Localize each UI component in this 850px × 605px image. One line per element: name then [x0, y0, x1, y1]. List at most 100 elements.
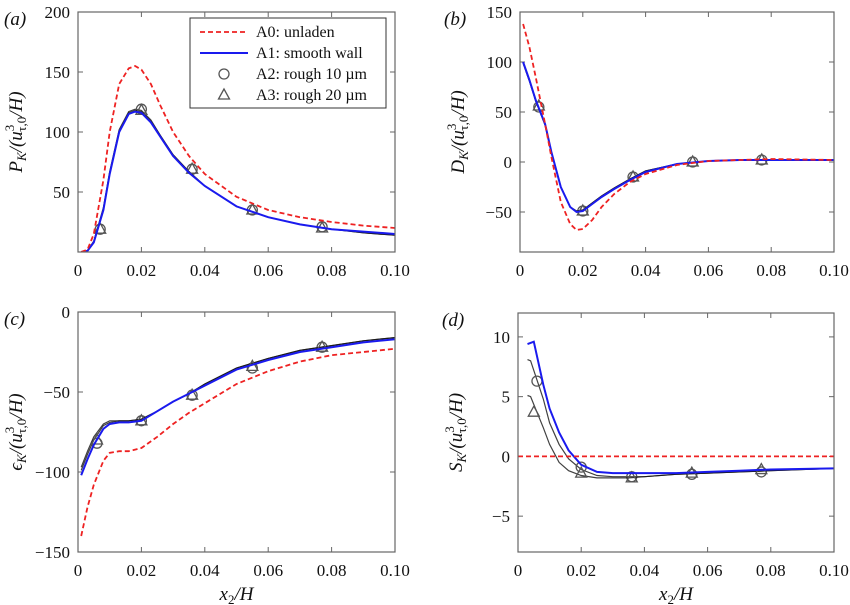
triangle-marker: [245, 202, 259, 215]
x-tick-label: 0.08: [317, 561, 347, 580]
panel-a: 0 0.02 0.04 0.06 0.08 0.10 50 100 150 200 (a) PK/(u…: [2, 3, 410, 280]
y-tick-label: 0: [502, 447, 511, 466]
y-tick-label: 200: [45, 3, 71, 22]
y-tick-label: −50: [485, 203, 512, 222]
plot-area: [522, 23, 834, 231]
x-tick-label: 0.02: [127, 561, 157, 580]
x-axis-label: x2/H: [658, 584, 694, 605]
legend: A0: unladen A1: smooth wall A2: rough 10 µ…: [189, 17, 387, 109]
triangle-marker: [625, 470, 639, 483]
panel-label: (c): [4, 309, 25, 330]
series-line-A0: [80, 347, 395, 537]
x-tick-label: 0.02: [566, 561, 596, 580]
y-tick-label: 0: [62, 303, 71, 322]
y-axis-label: ϵK/(u3τ,0/H): [2, 393, 29, 470]
ylabel-superscript: 3: [2, 427, 17, 434]
panel-c: 0 0.02 0.04 0.06 0.08 0.10 −150 −100 −50 0 (c) ϵK/(…: [2, 303, 410, 605]
y-axis-label: DK/(u3τ,0/H): [444, 90, 471, 174]
ylabel-superscript: 3: [444, 124, 459, 131]
ylabel-superscript: 3: [2, 125, 17, 132]
ylabel-subscript: K: [14, 151, 29, 162]
ylabel-den-subscript: τ,0: [454, 418, 469, 433]
series-line-A2: [527, 359, 834, 478]
x-tick-label: 0.02: [127, 261, 157, 280]
xlabel-symbol: x: [219, 584, 229, 605]
series-line-A3: [80, 337, 395, 468]
xlabel-subscript: 2: [228, 592, 235, 605]
y-tick-label: 0: [504, 153, 513, 172]
y-tick-label: −100: [35, 463, 70, 482]
triangle-marker: [185, 161, 199, 174]
series-line-A1: [80, 338, 395, 476]
y-tick-label: 150: [487, 3, 513, 22]
plot-frame: [519, 11, 835, 253]
triangle-marker: [134, 103, 148, 116]
y-tick-label: 150: [45, 63, 71, 82]
ylabel-end: /H): [6, 393, 27, 419]
ylabel-denominator: /(u: [6, 131, 27, 153]
panel-label: (d): [442, 310, 464, 331]
y-tick-label: 100: [45, 123, 71, 142]
series-line-A1: [522, 61, 834, 214]
ylabel-subscript: K: [454, 453, 469, 464]
legend-label-A2: A2: rough 10 µm: [256, 66, 368, 83]
ylabel-den-subscript: τ,0: [14, 117, 29, 132]
x-tick-label: 0: [74, 261, 83, 280]
ylabel-symbol: P: [6, 161, 27, 174]
ylabel-superscript: 3: [442, 426, 457, 433]
x-tick-label: 0: [514, 561, 523, 580]
x-tick-label: 0.04: [190, 261, 220, 280]
ylabel-subscript: K: [14, 453, 29, 464]
plot-frame: [517, 312, 835, 553]
triangle-marker: [315, 339, 329, 352]
y-axis-label: PK/(u3τ,0/H): [2, 91, 29, 173]
y-tick-label: −150: [35, 543, 70, 562]
ylabel-den-subscript: τ,0: [456, 116, 471, 131]
y-tick-label: −5: [492, 507, 510, 526]
ylabel-end: /H): [446, 393, 467, 419]
x-axis-label: x2/H: [219, 584, 255, 605]
legend-swatch-triangle: [217, 87, 231, 100]
xlabel-end: /H: [233, 584, 254, 605]
circle-marker: [755, 466, 767, 478]
panel-d: 0 0.02 0.04 0.06 0.08 0.10−50510(d)SK/(u3τ,0/…: [442, 310, 849, 605]
circle-marker: [533, 101, 545, 113]
legend-label-A1: A1: smooth wall: [256, 45, 363, 62]
plot-area: [518, 340, 834, 483]
y-tick-label: −50: [43, 383, 70, 402]
xlabel-symbol: x: [658, 584, 668, 605]
ylabel-end: /H): [448, 90, 469, 116]
xlabel-subscript: 2: [667, 592, 674, 605]
x-tick-label: 0.10: [380, 261, 410, 280]
triangle-marker: [90, 432, 104, 445]
y-tick-label: 50: [495, 103, 512, 122]
ylabel-symbol: ϵ: [6, 462, 27, 471]
ylabel-end: /H): [6, 91, 27, 117]
y-axis-label: SK/(u3τ,0/H): [442, 393, 469, 472]
x-tick-label: 0: [516, 261, 525, 280]
triangle-marker: [527, 404, 541, 417]
legend-box: [189, 17, 387, 109]
x-tick-label: 0.06: [253, 561, 283, 580]
plot-area: [80, 337, 395, 537]
x-tick-label: 0.02: [568, 261, 598, 280]
x-tick-label: 0.06: [693, 561, 723, 580]
x-tick-label: 0.10: [819, 261, 849, 280]
ylabel-symbol: S: [446, 462, 467, 472]
series-line-A2: [522, 62, 834, 212]
x-tick-label: 0.08: [756, 261, 786, 280]
x-tick-label: 0: [74, 561, 83, 580]
x-tick-label: 0.04: [630, 561, 660, 580]
ylabel-denominator: /(u: [446, 433, 467, 455]
legend-label-A3: A3: rough 20 µm: [256, 87, 368, 104]
ylabel-den-subscript: τ,0: [14, 419, 29, 434]
plot-frame: [77, 311, 396, 553]
xlabel-end: /H: [673, 584, 694, 605]
panel-b: 0 0.02 0.04 0.06 0.08 0.10 −50 0 50 100 150 (b) DK/(…: [444, 3, 849, 280]
ylabel-symbol: D: [448, 160, 469, 175]
plot-frame: [77, 11, 396, 253]
y-tick-label: 10: [493, 328, 510, 347]
x-tick-label: 0.08: [756, 561, 786, 580]
y-tick-label: 100: [487, 53, 513, 72]
